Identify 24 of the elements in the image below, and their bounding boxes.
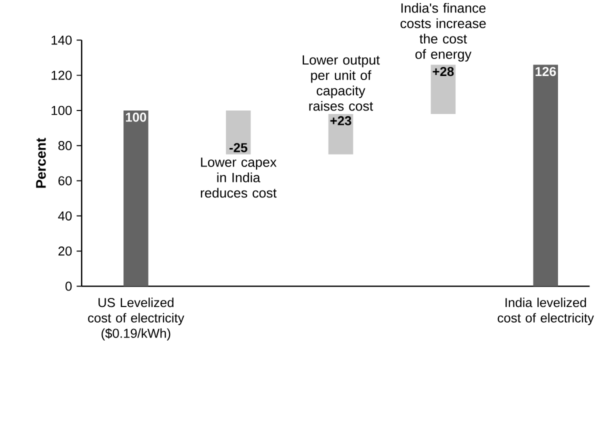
y-tick-label: 100 [52, 106, 72, 115]
y-tick-label: 80 [58, 140, 72, 150]
y-axis-title: Percent [36, 138, 46, 188]
annotation: Lower output per unit of capacity raises cost [302, 55, 380, 111]
bar [124, 110, 148, 286]
bar [328, 114, 354, 154]
y-tick-label: 120 [52, 70, 72, 80]
data-label: 126 [536, 66, 556, 76]
annotation: India's finance costs increase the cost of energy [400, 2, 486, 62]
y-tick-label: 40 [58, 211, 72, 220]
data-label: +23 [330, 116, 352, 126]
y-tick-label: 20 [58, 246, 72, 256]
bar [533, 64, 558, 286]
y-tick-label: 140 [52, 36, 72, 45]
y-tick-label: 60 [58, 176, 72, 186]
data-label: +28 [432, 66, 454, 76]
bar [226, 110, 251, 154]
x-tick-label: US Levelized cost of electricity ($0.19/kWh) [88, 298, 184, 340]
bar [430, 64, 456, 114]
data-label: 100 [126, 112, 146, 122]
x-tick-label: India levelized cost of electricity [498, 298, 594, 326]
y-tick-label: 0 [66, 282, 72, 291]
annotation: Lower capex in India reduces cost [200, 158, 277, 198]
data-label: -25 [230, 143, 248, 152]
